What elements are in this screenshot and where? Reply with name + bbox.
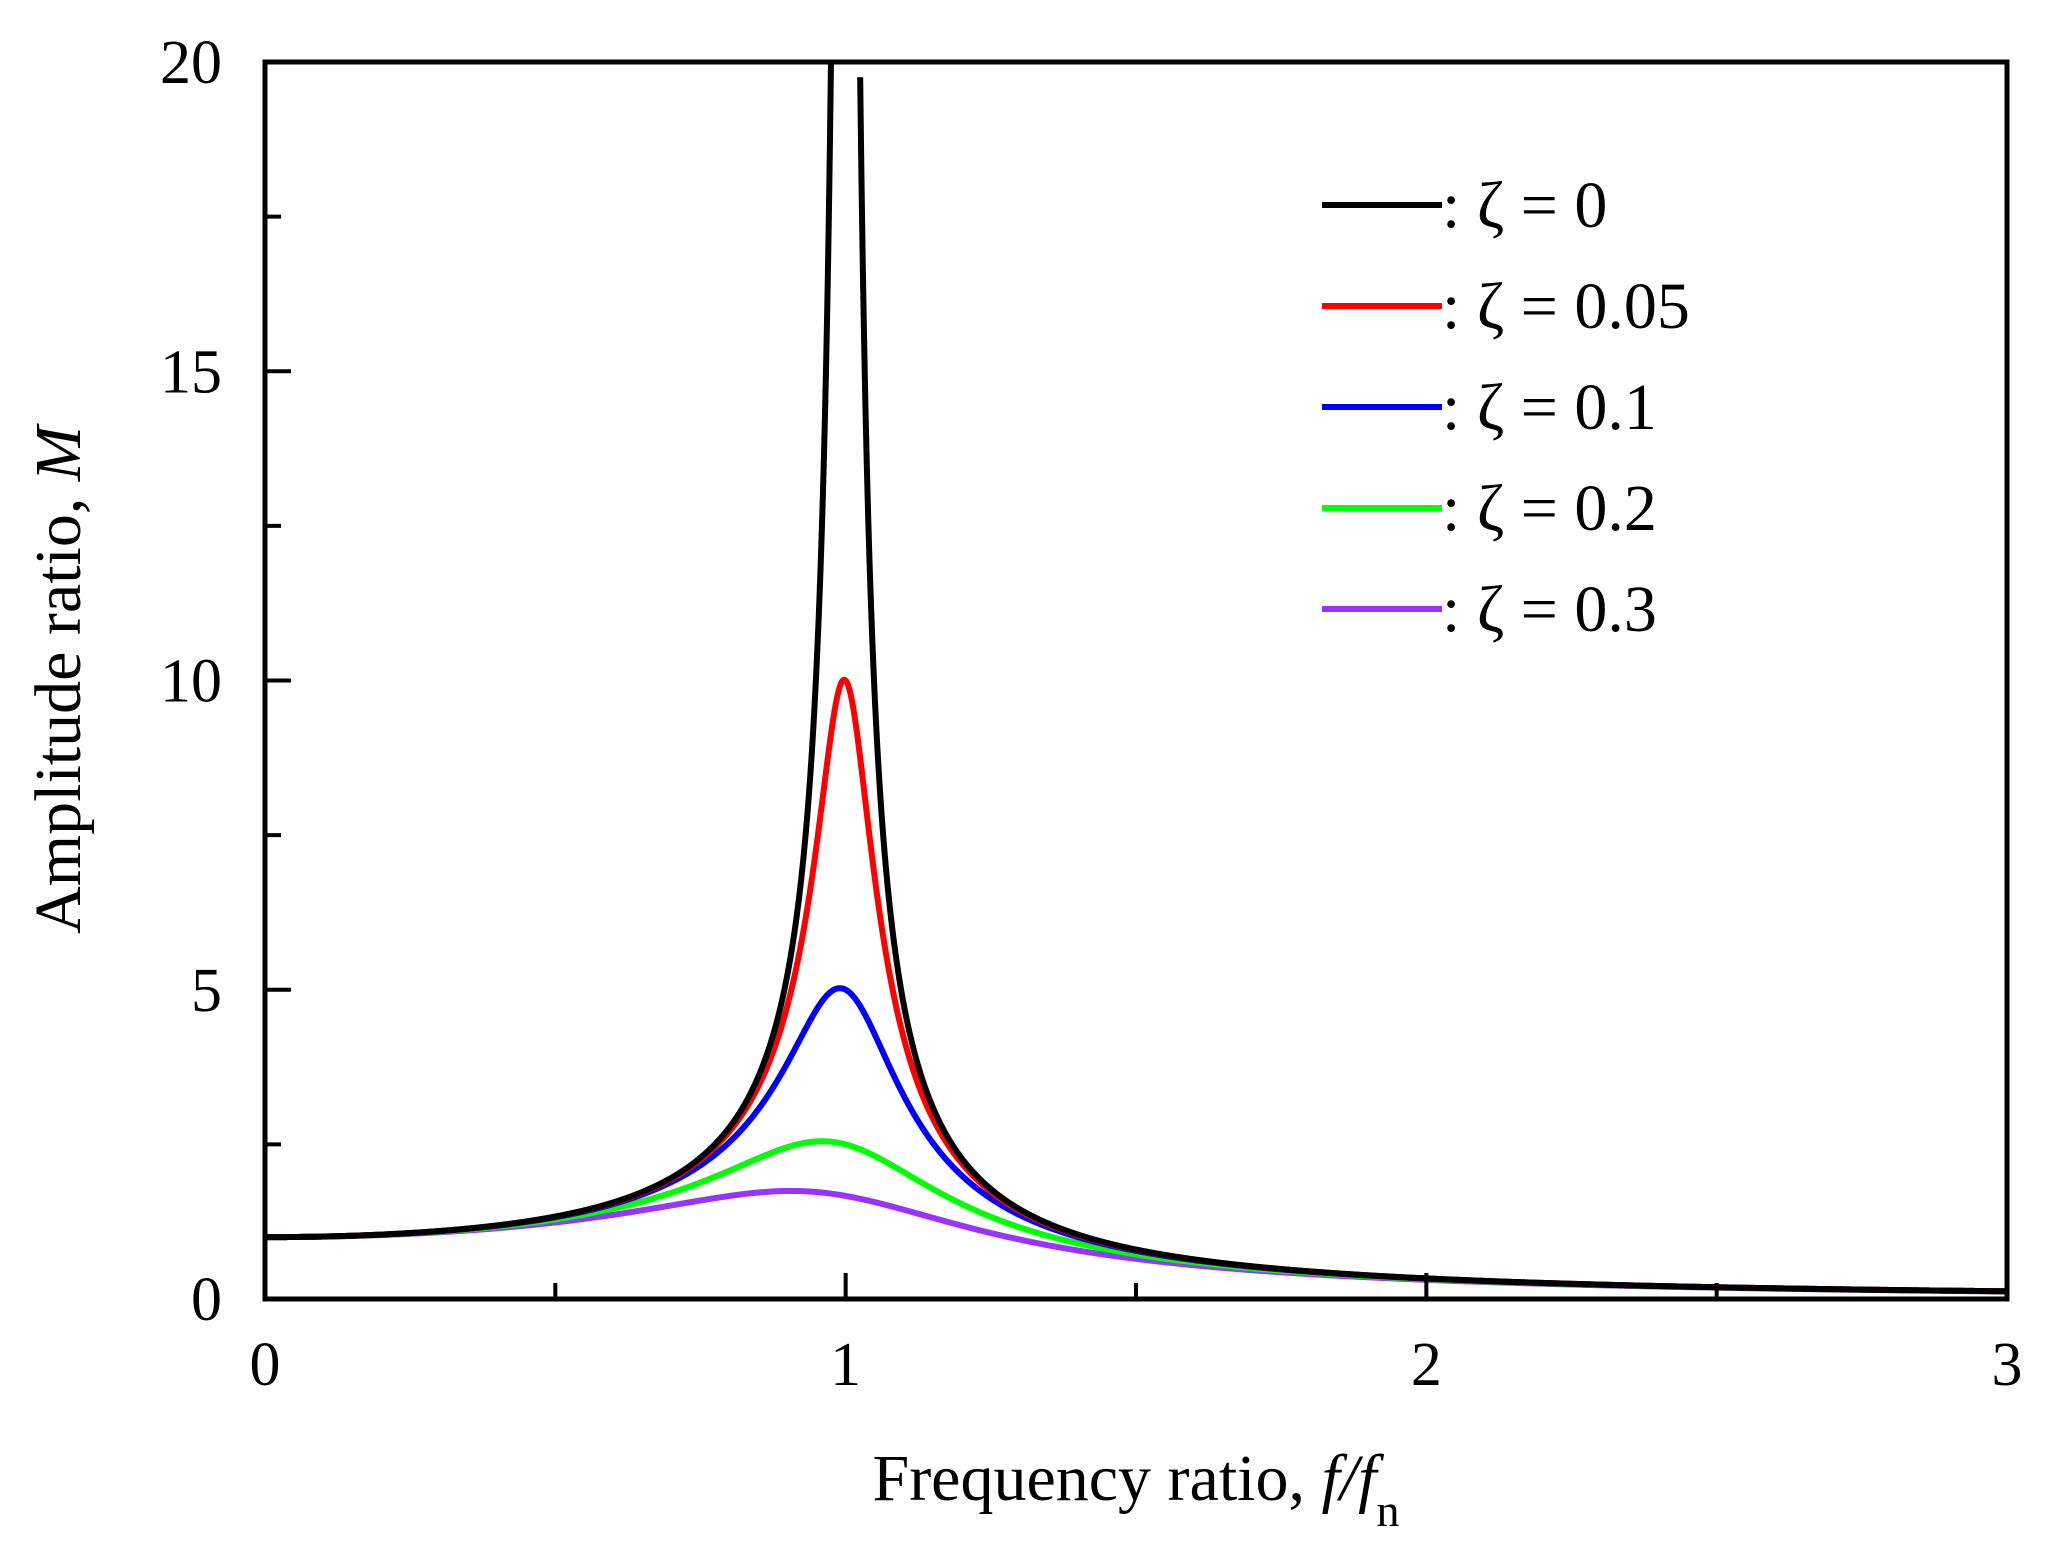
axis-ticks (263, 60, 2009, 1301)
x-tick-label-3: 3 (1992, 1331, 2023, 1399)
y-tick-label-4: 20 (160, 29, 222, 97)
y-tick-label-0: 0 (191, 1266, 222, 1334)
y-tick-label-3: 15 (160, 338, 222, 406)
y-tick-label-1: 5 (191, 957, 222, 1025)
series-line-0 (265, 62, 834, 1241)
y-tick-label-2: 10 (160, 648, 222, 716)
legend-label-3: : ζ = 0.2 (1442, 472, 1657, 545)
x-tick-label-1: 1 (830, 1331, 861, 1399)
legend: : ζ = 0 : ζ = 0.05 : ζ = 0.1 : ζ = 0.2 : ζ =… (1322, 169, 1690, 646)
series-line-2 (265, 985, 2007, 1295)
legend-label-4: : ζ = 0.3 (1442, 573, 1657, 646)
x-tick-label-0: 0 (250, 1331, 281, 1399)
y-axis-title: Amplitude ratio, M (22, 422, 95, 934)
legend-label-1: : ζ = 0.05 (1442, 270, 1690, 343)
x-axis-title: Frequency ratio, f/fn (872, 1442, 1399, 1536)
series-line-3 (265, 1138, 2007, 1295)
axis-tick-labels: 0 1 2 3 0 5 10 15 20 (160, 29, 2023, 1399)
x-tick-label-2: 2 (1411, 1331, 1442, 1399)
series-line-4 (265, 1187, 2007, 1295)
legend-label-2: : ζ = 0.1 (1442, 371, 1657, 444)
series-line-0 (857, 77, 2007, 1295)
legend-label-0: : ζ = 0 (1442, 169, 1607, 242)
series-line-1 (265, 676, 2007, 1295)
plot-frame (262, 59, 2010, 1302)
series-curves (265, 62, 2007, 1295)
